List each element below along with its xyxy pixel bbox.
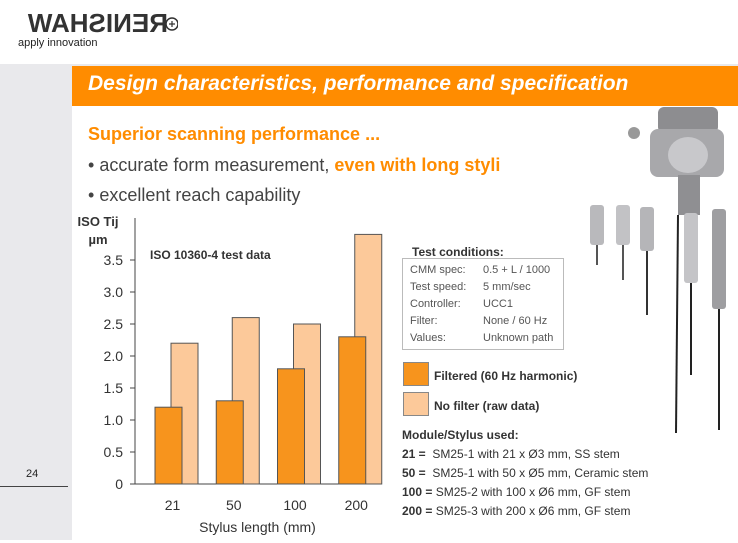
chart-title: ISO 10360-4 test data <box>150 248 271 262</box>
module-key: 200 = <box>402 504 433 518</box>
condition-value: None / 60 Hz <box>483 315 548 327</box>
y-tick-label: 3.5 <box>104 252 124 268</box>
renishaw-logo: RENISHAW <box>18 8 179 38</box>
module-row: 50 = SM25-1 with 50 x Ø5 mm, Ceramic ste… <box>402 466 648 480</box>
condition-value: Unknown path <box>483 332 554 344</box>
bar-filtered <box>215 400 244 485</box>
y-tick-label: 0 <box>115 476 123 492</box>
condition-label: Values: <box>410 332 446 344</box>
legend-swatch-raw <box>403 392 429 416</box>
bar-chart: ISO Tij µm ISO 10360-4 test data 0 0.5 1.0 1.5… <box>60 208 400 538</box>
x-axis-label: Stylus length (mm) <box>199 519 316 535</box>
page-number: 24 <box>26 468 39 480</box>
y-tick-label: 3.0 <box>104 284 124 300</box>
module-row: 100 = SM25-2 with 100 x Ø6 mm, GF stem <box>402 485 648 499</box>
module-key: 50 = <box>402 466 426 480</box>
stylus-modules-icon <box>590 205 726 434</box>
y-tick-label: 2.5 <box>104 316 124 332</box>
section-heading: Superior scanning performance ... <box>88 124 381 144</box>
module-desc: SM25-1 with 50 x Ø5 mm, Ceramic stem <box>432 466 649 480</box>
module-list-title: Module/Stylus used: <box>402 428 519 442</box>
y-tick-label: 0.5 <box>104 444 124 460</box>
module-desc: SM25-2 with 100 x Ø6 mm, GF stem <box>435 485 631 499</box>
module-key: 21 = <box>402 447 426 461</box>
legend-label-filtered: Filtered (60 Hz harmonic) <box>434 369 578 383</box>
test-conditions-box <box>402 258 564 350</box>
bar-filtered <box>338 336 367 485</box>
module-row: 21 = SM25-1 with 21 x Ø3 mm, SS stem <box>402 447 648 461</box>
condition-value: UCC1 <box>483 298 513 310</box>
condition-value: 5 mm/sec <box>483 281 531 293</box>
bar-filtered <box>277 368 305 485</box>
condition-value: 0.5 + L / 1000 <box>483 264 551 276</box>
title-bar <box>72 66 738 106</box>
condition-label: Filter: <box>410 315 438 327</box>
condition-label: Controller: <box>410 298 461 310</box>
page-title: Design characteristics, performance and … <box>88 72 629 95</box>
bullet-item: • accurate form measurement, even with l… <box>88 155 500 176</box>
y-axis-label: ISO Tij <box>78 214 119 229</box>
condition-label: CMM spec: <box>410 264 466 276</box>
x-tick-label: 100 <box>283 497 307 513</box>
bullet-text: accurate form measurement, <box>99 155 335 175</box>
module-row: 200 = SM25-3 with 200 x Ø6 mm, GF stem <box>402 504 648 518</box>
x-tick-label: 21 <box>165 497 181 513</box>
condition-label: Test speed: <box>410 281 467 293</box>
y-tick-label: 1.0 <box>104 412 124 428</box>
chart-canvas: ISO Tij µm ISO 10360-4 test data 0 0.5 1.0 1.5… <box>78 214 383 535</box>
module-desc: SM25-3 with 200 x Ø6 mm, GF stem <box>435 504 631 518</box>
probe-head-icon <box>628 107 724 215</box>
bullet-accent: even with long styli <box>334 155 501 175</box>
module-key: 100 = <box>402 485 433 499</box>
legend-swatch-filtered <box>403 362 429 386</box>
tagline: apply innovation <box>18 37 98 49</box>
logo-wordmark: RENISHAW <box>27 8 168 38</box>
bullet-dot: • <box>88 155 100 175</box>
bullet-item: • excellent reach capability <box>88 185 300 206</box>
bullet-dot: • <box>88 185 100 205</box>
x-tick-label: 200 <box>345 497 369 513</box>
y-axis-unit: µm <box>88 232 107 247</box>
left-band <box>0 64 72 540</box>
probe-illustration <box>580 105 738 435</box>
test-conditions-title: Test conditions: <box>412 245 504 259</box>
page-number-divider <box>0 486 68 487</box>
module-desc: SM25-1 with 21 x Ø3 mm, SS stem <box>432 447 620 461</box>
legend-label-raw: No filter (raw data) <box>434 399 540 413</box>
x-tick-label: 50 <box>226 497 242 513</box>
header-divider <box>0 64 738 66</box>
y-tick-label: 1.5 <box>104 380 124 396</box>
bullet-text: excellent reach capability <box>99 185 301 205</box>
y-tick-label: 2.0 <box>104 348 124 364</box>
bar-filtered <box>154 406 183 485</box>
module-list: Module/Stylus used: 21 = SM25-1 with 21 … <box>402 428 648 518</box>
